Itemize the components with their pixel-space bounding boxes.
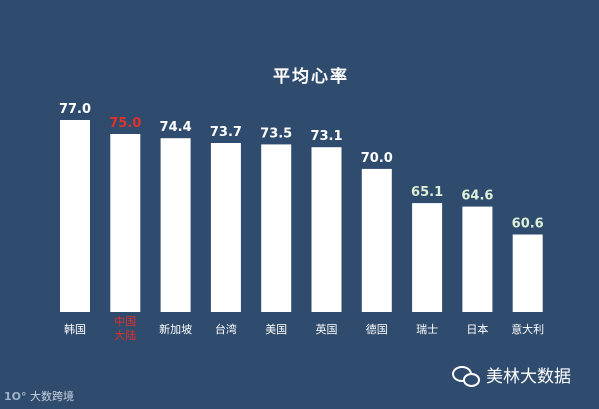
chart-title: 平均心率 [273,66,349,87]
watermark-left: 1O° 大数跨境 [4,388,74,404]
bar-6 [361,168,392,312]
category-label-5: 英国 [316,322,338,336]
value-label-5: 73.1 [310,129,342,144]
bar-9 [512,234,543,312]
bar-0 [60,120,90,312]
bar-5 [311,147,342,312]
value-label-3: 73.7 [210,125,242,140]
value-label-8: 64.6 [461,189,493,204]
category-label-6: 德国 [366,322,388,336]
category-label-7: 瑞士 [416,322,438,336]
watermark-right: 美林大数据 [452,362,571,387]
value-label-6: 70.0 [361,151,393,166]
bars-group: 77.0 韩国 75.0 中国大陆 74.4 新加坡 73.7 台湾 73.5 美国 73.1 英国 7… [59,102,544,342]
value-label-2: 74.4 [160,120,192,135]
category-label-3: 台湾 [215,322,237,336]
category-label-8: 日本 [466,322,488,336]
value-label-9: 60.6 [512,217,544,232]
bar-1 [110,134,141,312]
value-label-0: 77.0 [59,102,91,117]
bar-4 [261,144,292,312]
bar-8 [462,206,493,312]
value-label-1: 75.0 [109,116,141,131]
watermark-left-logo: 1O° [4,390,27,403]
bar-7 [412,203,443,312]
category-label-4: 美国 [265,323,287,336]
category-label-0: 韩国 [64,322,86,336]
watermark-left-text: 大数跨境 [30,390,75,403]
category-label-9: 意大利 [511,322,544,336]
bar-2 [160,138,191,312]
category-label-2: 新加坡 [159,322,192,336]
value-label-4: 73.5 [260,126,292,141]
wechat-icon [452,364,480,387]
bar-3 [210,143,241,312]
watermark-right-text: 美林大数据 [486,367,571,387]
category-label-1: 中国大陆 [114,315,136,342]
value-label-7: 65.1 [411,185,443,200]
